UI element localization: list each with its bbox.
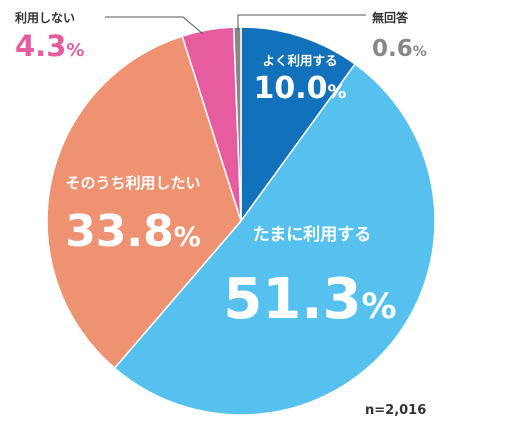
- slice-labels: よく利用する 10.0% たまに利用する 51.3% そのうち利用したい 33.8% 利用し…: [15, 10, 427, 332]
- pie-slice-want-to-use: [46, 35, 242, 370]
- slice-value-want-to-use: 33.8%: [65, 206, 201, 257]
- slice-value-often-use: 10.0%: [253, 71, 346, 106]
- pie-slices: [46, 26, 436, 416]
- slice-label-not-use: 利用しない: [15, 10, 75, 25]
- sample-size-label: n=2,016: [365, 403, 426, 418]
- slice-label-sometimes-use: たまに利用する: [253, 224, 372, 245]
- slice-value-no-answer: 0.6%: [372, 36, 427, 62]
- slice-label-want-to-use: そのうち利用したい: [65, 174, 200, 192]
- leader-line-not-use: [105, 16, 204, 35]
- slice-value-sometimes-use: 51.3%: [223, 267, 396, 332]
- pie-slice-sometimes-use: [113, 63, 436, 416]
- leader-line-no-answer: [237, 14, 366, 30]
- pie-slice-no-answer: [232, 26, 242, 222]
- slice-value-not-use: 4.3%: [15, 29, 84, 63]
- slice-label-often-use: よく利用する: [262, 53, 337, 68]
- pie-slice-often-use: [240, 26, 357, 224]
- slice-label-no-answer: 無回答: [372, 10, 409, 25]
- leader-lines: [105, 14, 366, 35]
